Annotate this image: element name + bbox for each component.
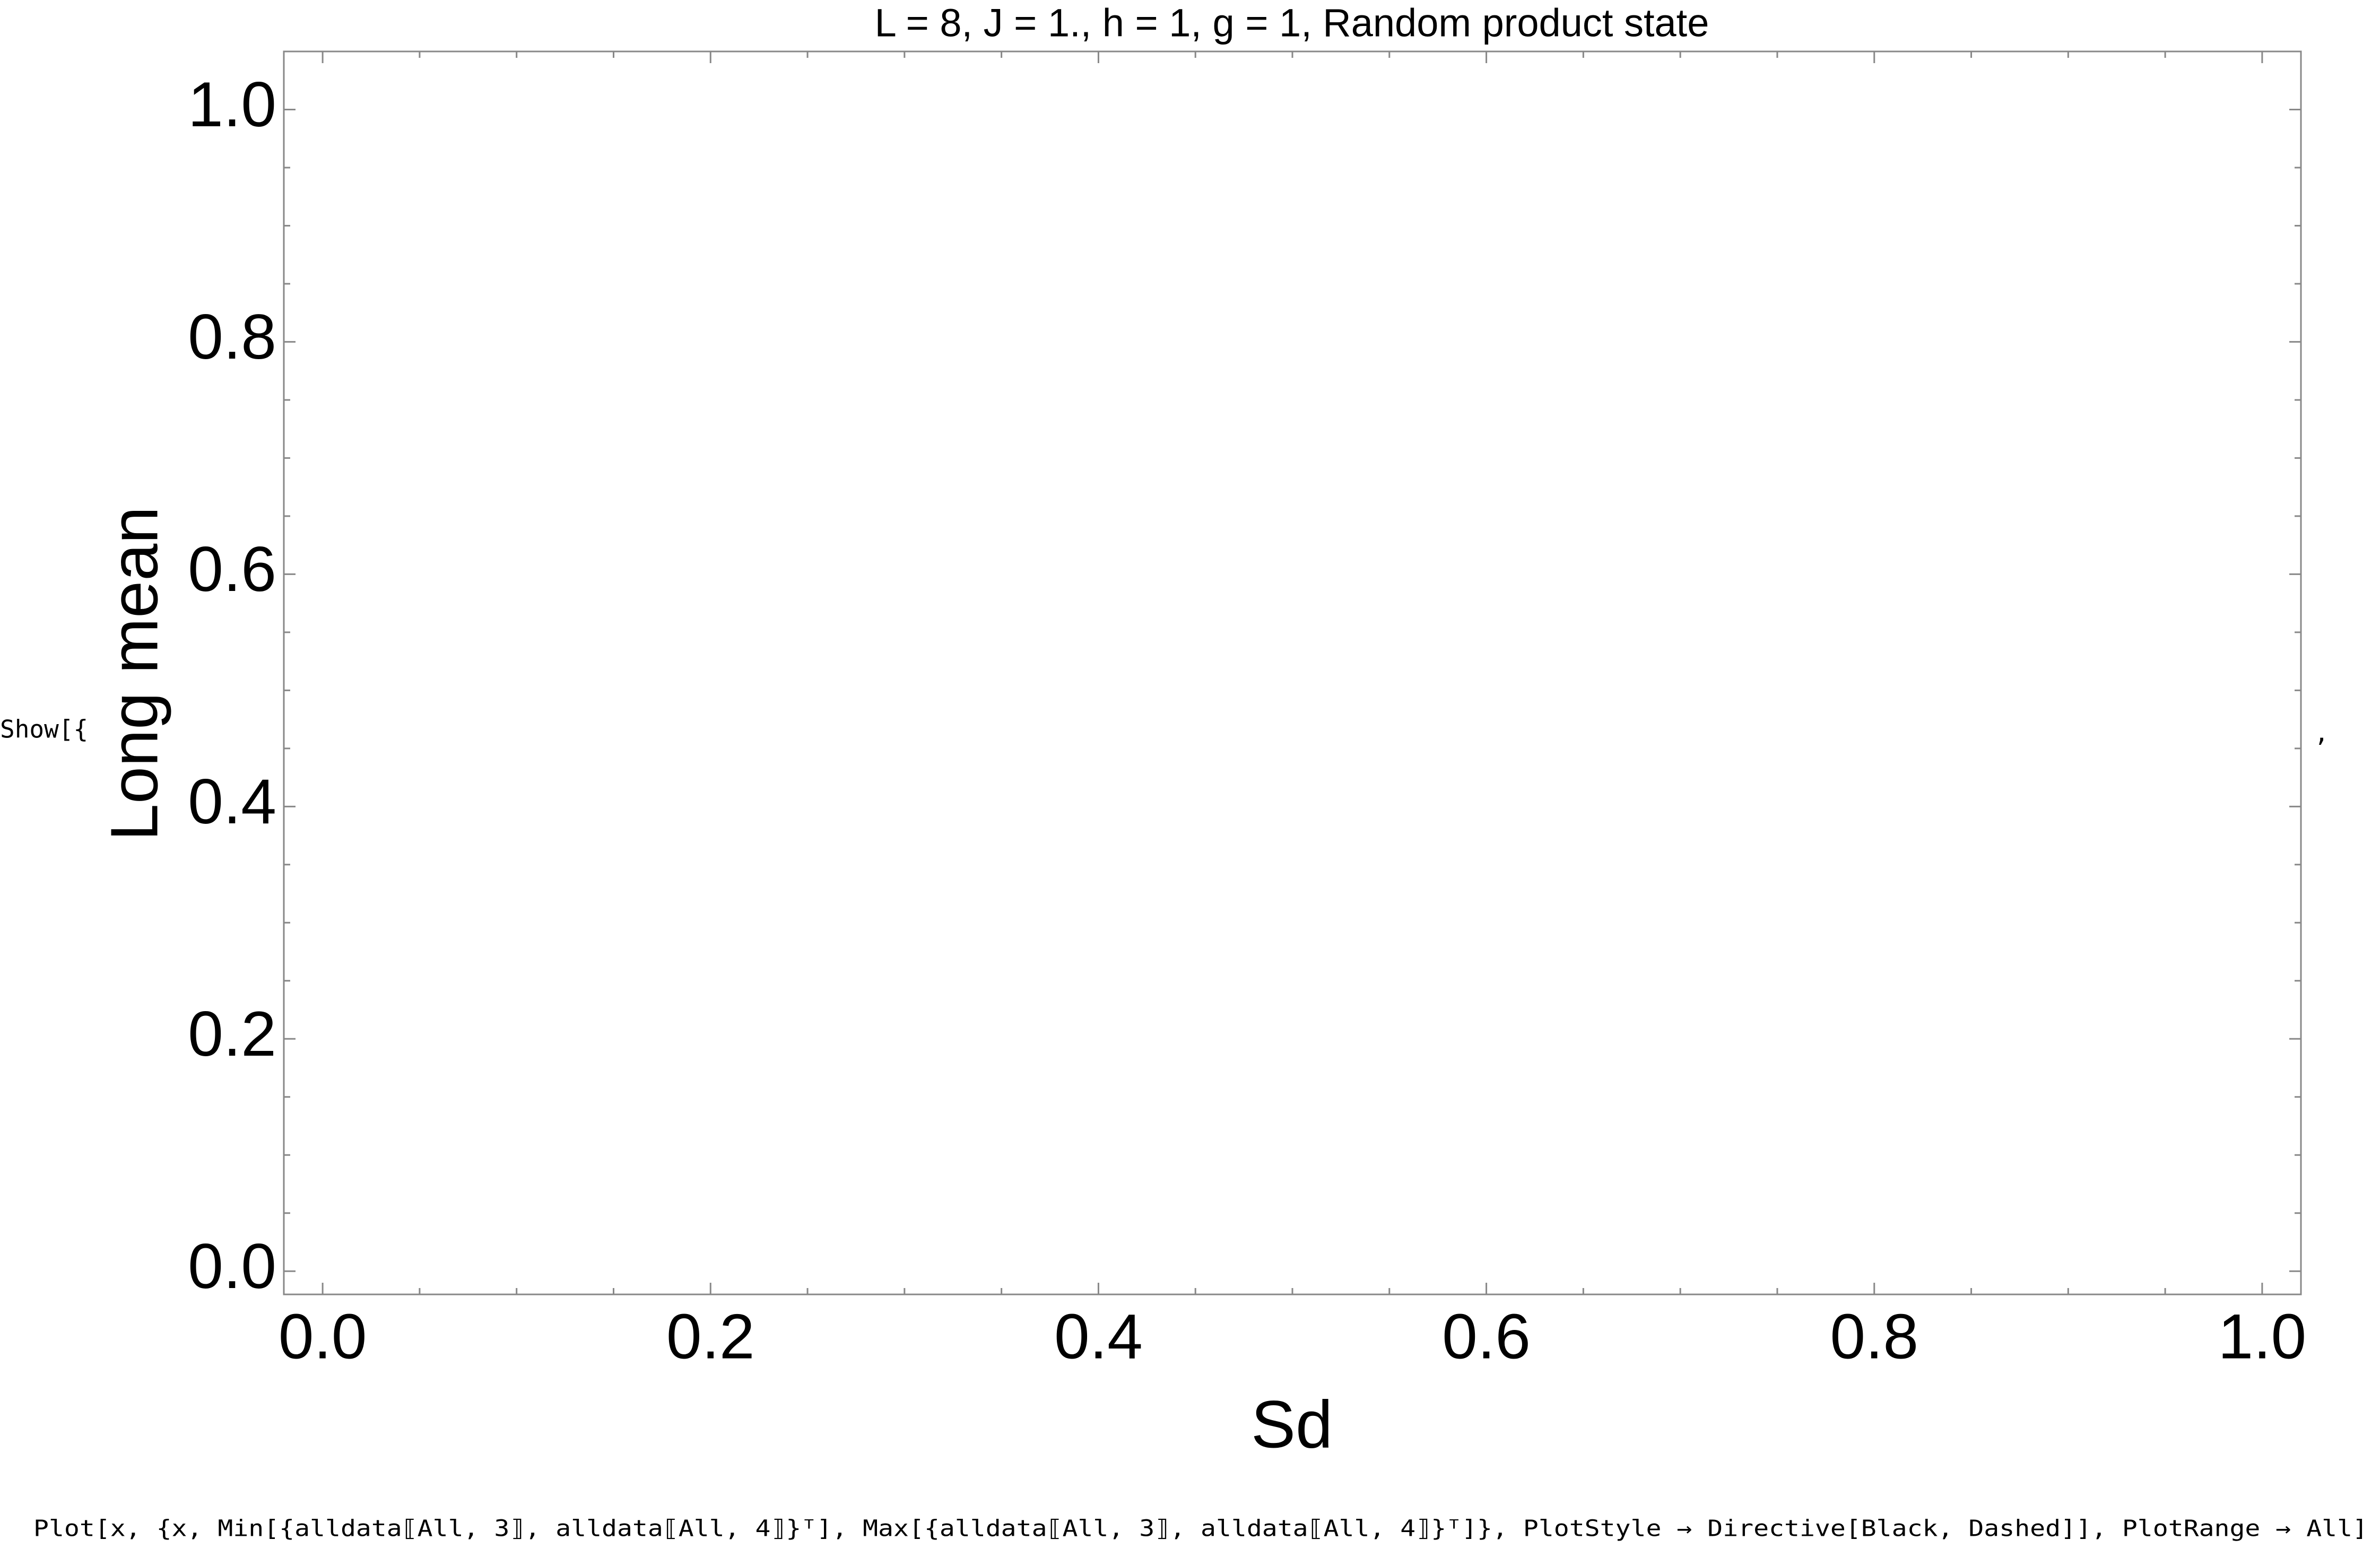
x-tick-label: 0.2 [666, 1301, 755, 1372]
y-tick-label: 0.4 [188, 766, 276, 837]
code-line: Plot[x, {x, Min[{alldata⟦All, 3⟧, alldat… [33, 1516, 2368, 1542]
code-suffix: , [2314, 719, 2329, 747]
chart-title: L = 8, J = 1., h = 1, g = 1, Random prod… [875, 1, 1709, 45]
y-tick-label: 0.0 [188, 1231, 276, 1302]
code-prefix: Show[{ [0, 715, 88, 744]
y-axis-label: Long mean [97, 507, 171, 841]
y-tick-label: 0.8 [188, 301, 276, 372]
y-tick-label: 0.6 [188, 534, 276, 605]
x-tick-label: 0.8 [1830, 1301, 1918, 1372]
plot-frame [283, 50, 2302, 1295]
y-tick-label: 1.0 [188, 69, 276, 140]
x-tick-label: 1.0 [2218, 1301, 2306, 1372]
x-axis-label: Sd [1251, 1387, 1333, 1462]
x-tick-label: 0.4 [1054, 1301, 1143, 1372]
x-tick-label: 0.6 [1442, 1301, 1531, 1372]
y-tick-label: 0.2 [188, 998, 276, 1069]
x-tick-label: 0.0 [279, 1301, 367, 1372]
